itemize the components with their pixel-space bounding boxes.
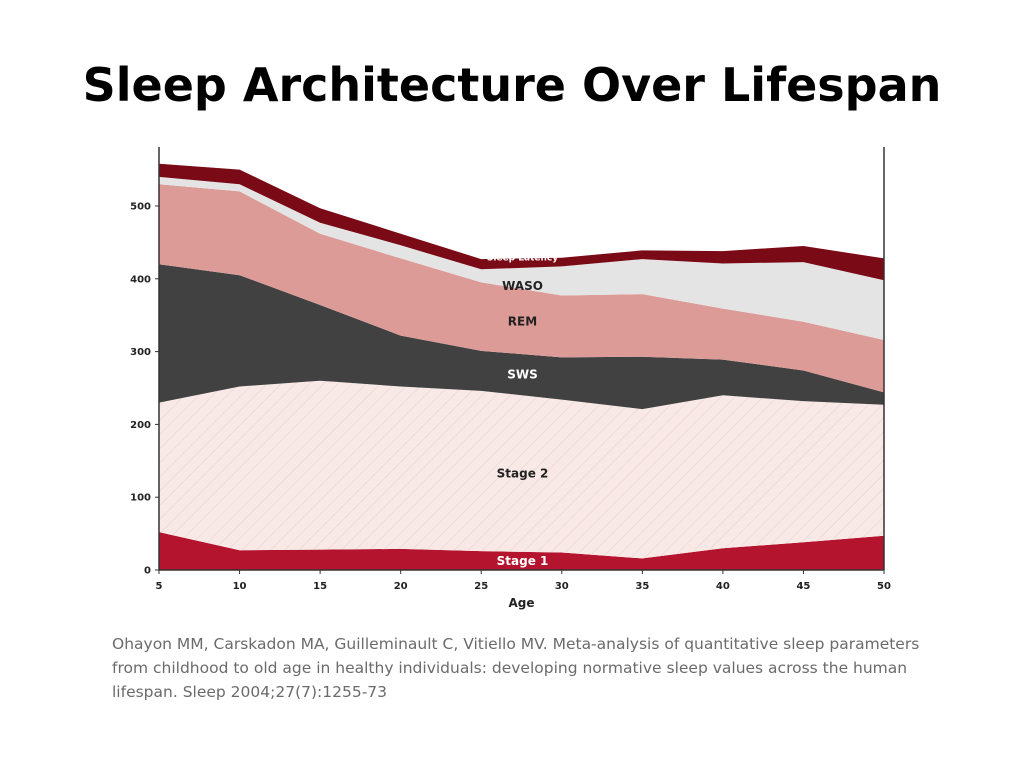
x-tick-label: 10 [233, 581, 247, 592]
area-sws [159, 264, 884, 410]
series-label-rem: REM [508, 315, 537, 329]
x-tick-label: 30 [555, 581, 569, 592]
x-tick-label: 35 [635, 581, 649, 592]
x-tick-label: 50 [877, 581, 891, 592]
x-tick-label: 15 [313, 581, 327, 592]
area-sleep-latency [159, 163, 884, 281]
area-waso [159, 176, 884, 340]
x-tick-label: 45 [796, 581, 810, 592]
areas-layer [159, 163, 884, 570]
y-tick-label: 300 [130, 347, 151, 358]
axes-layer: 0 100 200 300 400 500 5 10 15 20 25 30 35 40 45 50 Age [130, 147, 891, 610]
x-tick-label: 5 [156, 581, 163, 592]
citation-text: Ohayon MM, Carskadon MA, Guilleminault C… [112, 635, 920, 701]
series-label-sleep-latency: Sleep Latency [487, 253, 558, 263]
area-stage-2-hatch [159, 380, 884, 559]
series-label-sws: SWS [507, 368, 538, 382]
x-tick-label: 40 [716, 581, 730, 592]
slide-title: Sleep Architecture Over Lifespan [82, 58, 942, 112]
series-label-stage-1: Stage 1 [497, 554, 549, 568]
series-label-waso: WASO [502, 279, 543, 293]
x-axis-title: Age [508, 596, 534, 610]
x-tick-label: 25 [474, 581, 488, 592]
series-label-stage-2: Stage 2 [497, 467, 549, 481]
y-tick-label: 0 [144, 566, 151, 577]
labels-layer: Stage 1 Stage 2 SWS REM WASO Sleep Latency [487, 253, 558, 567]
y-tick-label: 200 [130, 420, 151, 431]
y-tick-label: 400 [130, 274, 151, 285]
y-tick-label: 500 [130, 202, 151, 213]
y-tick-label: 100 [130, 493, 151, 504]
x-tick-label: 20 [394, 581, 408, 592]
area-rem [159, 184, 884, 393]
area-stage-1 [159, 532, 884, 570]
